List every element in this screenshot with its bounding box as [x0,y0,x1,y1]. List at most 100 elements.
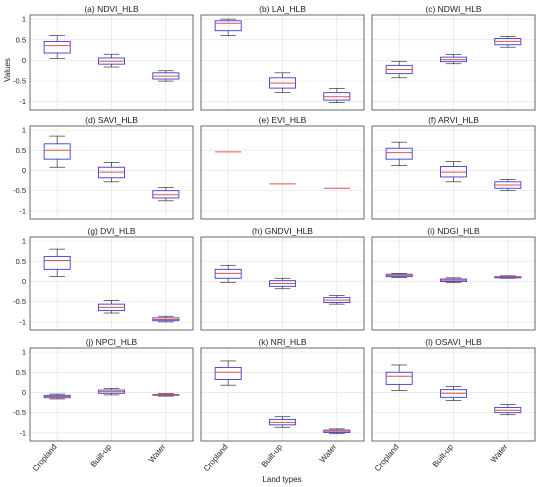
y-tick-label: -1 [19,317,26,326]
y-tick-label: 0 [22,388,26,397]
box-built-up [440,386,467,401]
x-tick-label: Water [147,442,168,464]
y-tick-label: 1 [22,15,26,24]
box-cropland [385,60,413,79]
box-water [323,88,351,103]
box-built-up [440,161,467,183]
panel-title: (l) OSAVI_HLB [425,337,482,347]
panel-frame [29,347,194,442]
box-cropland [214,360,242,386]
panel-1: (a) NDVI_HLB -1 -0.5 0 0.5 1 [13,4,194,111]
panel-title: (j) NPCI_HLB [86,337,138,347]
box-cropland [214,18,242,37]
box-iqr [43,40,71,54]
box-cropland [214,264,242,283]
box-cropland [385,273,413,278]
box-cropland [43,135,71,168]
box-built-up [269,72,296,94]
panel-title: (i) NDGI_HLB [427,226,480,236]
x-tick-label: Built-up [89,442,114,469]
y-axis-label: Values [3,58,12,82]
y-tick-label: -1 [19,97,26,106]
panel-12: (l) OSAVI_HLB Cropland Built-up Water [371,337,536,474]
box-iqr [385,371,413,385]
y-tick-label: 0.5 [16,257,26,266]
box-iqr [385,147,413,160]
y-tick-label: 0.5 [16,146,26,155]
y-tick-label: -1 [19,428,26,437]
x-tick-label: Water [318,442,339,464]
box-built-up [98,388,125,396]
panel-5: (e) EVI_HLB [200,115,365,220]
box-water [323,295,351,305]
x-tick-label: Built-up [431,442,456,469]
box-built-up [98,162,125,183]
box-water [323,428,351,435]
panel-title: (e) EVI_HLB [259,115,307,125]
box-cropland [385,141,413,166]
box-water [152,70,180,82]
x-tick-label: Built-up [260,442,285,469]
panel-frame [29,14,194,111]
y-tick-label: -1 [19,206,26,215]
y-tick-label: 1 [22,237,26,246]
box-water [494,275,522,279]
box-cropland [385,364,413,391]
panels-layer: (a) NDVI_HLB -1 -0.5 0 0.5 1 (b) LAI_HLB (c) ND… [13,4,536,474]
y-tick-label: 0.5 [16,368,26,377]
panel-title: (c) NDWI_HLB [425,4,482,14]
box-built-up [98,53,125,68]
y-tick-label: 0 [22,56,26,65]
box-water [494,179,522,192]
box-built-up [269,277,296,290]
panel-title: (b) LAI_HLB [259,4,306,14]
x-tick-label: Cropland [202,443,230,474]
panel-9: (i) NDGI_HLB [371,226,536,331]
y-tick-label: -0.5 [13,408,26,417]
box-cropland [43,393,71,400]
box-built-up [440,277,467,284]
box-water [152,315,180,323]
y-tick-label: 0 [22,277,26,286]
y-tick-label: -0.5 [13,77,26,86]
y-tick-label: 1 [22,126,26,135]
x-axis-label: Land types [262,475,301,484]
box-iqr [43,143,71,160]
panel-frame [200,14,365,111]
box-built-up [269,416,296,428]
y-tick-label: -0.5 [13,297,26,306]
panel-title: (g) DVI_HLB [87,226,136,236]
panel-title: (d) SAVI_HLB [85,115,138,125]
panel-frame [371,236,536,331]
box-cropland [43,248,71,277]
panel-frame [371,347,536,442]
x-tick-label: Water [489,442,510,464]
panel-frame [371,125,536,220]
panel-frame [29,236,194,331]
box-water [494,404,522,416]
panel-6: (f) ARVI_HLB [371,115,536,220]
box-built-up [98,300,125,314]
panel-7: (g) DVI_HLB -1 -0.5 0 0.5 1 [13,226,194,331]
panel-frame [200,125,365,220]
y-tick-label: 0.5 [16,35,26,44]
box-iqr [43,255,71,270]
box-iqr [214,20,242,32]
panel-frame [200,347,365,442]
x-tick-label: Cropland [373,443,401,474]
x-tick-label: Cropland [31,443,59,474]
panel-4: (d) SAVI_HLB -1 -0.5 0 0.5 1 [13,115,194,220]
panel-title: (a) NDVI_HLB [84,4,139,14]
box-iqr [214,366,242,380]
panel-title: (h) GNDVI_HLB [252,226,313,236]
y-tick-label: 1 [22,348,26,357]
panel-3: (c) NDWI_HLB [371,4,536,111]
box-built-up [440,54,467,65]
panel-11: (k) NRI_HLB Cropland Built-up Water [200,337,365,474]
panel-title: (k) NRI_HLB [258,337,307,347]
box-water [152,187,180,202]
y-tick-label: 0 [22,166,26,175]
panel-title: (f) ARVI_HLB [428,115,479,125]
panel-2: (b) LAI_HLB [200,4,365,111]
